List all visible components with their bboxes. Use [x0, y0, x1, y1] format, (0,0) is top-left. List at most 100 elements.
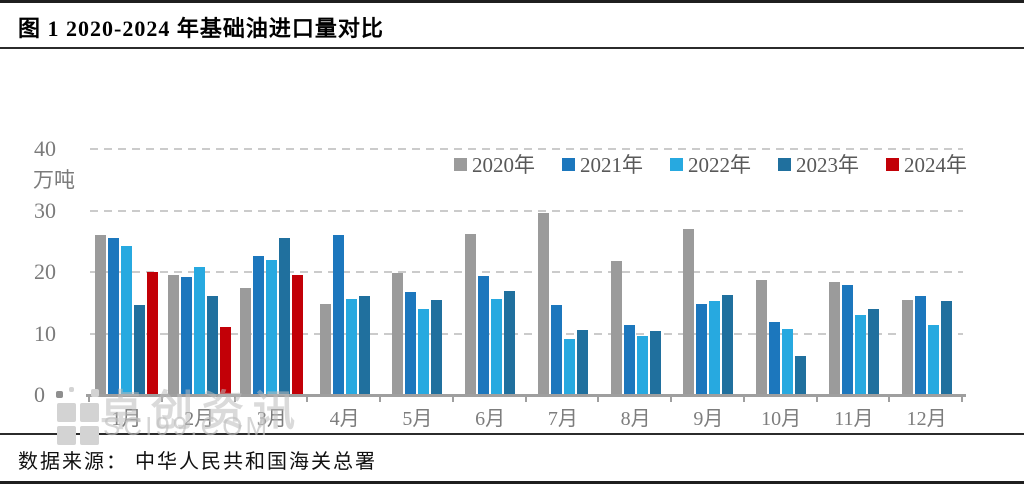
- bar-2020年-11月: [828, 282, 840, 394]
- bar-group-7月: [527, 149, 600, 394]
- bar-2022年-2月: [193, 267, 205, 394]
- bar-2023年-12月: [940, 301, 952, 394]
- y-axis-unit-label: 万吨: [33, 168, 75, 192]
- chart-title: 图 1 2020-2024 年基础油进口量对比: [18, 16, 384, 41]
- legend-label: 2021年: [580, 153, 643, 177]
- bar-2022年-3月: [266, 260, 278, 394]
- y-axis-tick-label: 30: [34, 197, 56, 223]
- bar-2023年-8月: [649, 331, 661, 394]
- bar-2023年-6月: [504, 291, 516, 394]
- legend-swatch-icon: [454, 157, 467, 171]
- x-axis-tick: [451, 396, 454, 402]
- bar-2022年-12月: [927, 325, 939, 394]
- legend-item-2020年: 2020年: [454, 149, 535, 179]
- bar-2023年-9月: [722, 295, 734, 394]
- legend-item-2022年: 2022年: [670, 149, 751, 179]
- x-axis-tick: [306, 396, 309, 402]
- legend: 2020年 2021年 2022年 2023年 2024年: [454, 149, 967, 179]
- x-axis-tick: [524, 396, 527, 402]
- bar-2022年-7月: [563, 339, 575, 394]
- bar-2022年-6月: [491, 299, 503, 394]
- y-axis-tick-label: 10: [34, 320, 56, 346]
- bar-2020年-3月: [240, 288, 252, 394]
- bar-2021年-12月: [914, 296, 926, 394]
- bar-2020年-8月: [610, 261, 622, 394]
- y-axis-tick-label: 40: [34, 136, 56, 161]
- gridline: [90, 271, 963, 273]
- bar-2021年-5月: [405, 292, 417, 394]
- x-axis-tick: [815, 396, 818, 402]
- gridline: [90, 332, 963, 335]
- bar-2023年-11月: [867, 309, 879, 394]
- x-axis-label-5月: 5月: [402, 408, 433, 430]
- bar-group-9月: [672, 149, 745, 394]
- bar-group-11月: [818, 149, 891, 394]
- x-axis-tick: [670, 396, 672, 402]
- legend-swatch-icon: [886, 157, 899, 171]
- bar-group-8月: [599, 149, 672, 394]
- bar-2021年-1月: [107, 238, 119, 394]
- x-axis-tick: [88, 396, 90, 402]
- bar-group-4月: [308, 149, 381, 394]
- bar-group-1月: [90, 149, 163, 394]
- chart-region: 40 30 20 10 0 万吨 1月 2月 3月 4月 5月 6月 7月 8月 9月 10月 11月 12月…: [0, 49, 1024, 445]
- x-axis-tick: [233, 396, 236, 402]
- bar-2023年-5月: [431, 300, 443, 394]
- bar-2020年-9月: [683, 229, 695, 394]
- bar-2022年-9月: [709, 301, 721, 394]
- bar-2021年-11月: [841, 285, 853, 394]
- bar-2020年-12月: [901, 300, 913, 394]
- bar-2023年-2月: [206, 296, 218, 394]
- gridline: [90, 148, 963, 150]
- x-axis-label-3月: 3月: [256, 408, 287, 430]
- bar-2020年-1月: [94, 235, 106, 394]
- legend-swatch-icon: [562, 157, 575, 171]
- bar-2020年-4月: [319, 304, 331, 394]
- x-axis-tick: [379, 396, 381, 402]
- x-axis-label-12月: 12月: [906, 408, 947, 430]
- legend-label: 2024年: [904, 153, 967, 177]
- legend-item-2021年: 2021年: [562, 149, 643, 179]
- legend-label: 2020年: [472, 153, 535, 177]
- x-axis-label-4月: 4月: [329, 408, 360, 430]
- bar-2021年-6月: [478, 276, 490, 394]
- bar-2023年-4月: [358, 296, 370, 394]
- bar-2020年-10月: [756, 280, 768, 394]
- bar-2022年-8月: [636, 336, 648, 394]
- bar-group-3月: [236, 149, 309, 394]
- bar-2023年-1月: [133, 305, 145, 394]
- x-axis-label-8月: 8月: [620, 408, 651, 430]
- bar-2024年-3月: [292, 275, 304, 394]
- bar-2022年-5月: [418, 309, 430, 394]
- bar-2021年-8月: [623, 325, 635, 394]
- legend-label: 2022年: [688, 153, 751, 177]
- bar-group-2月: [163, 149, 236, 394]
- bar-2021年-2月: [180, 277, 192, 394]
- bar-2020年-5月: [392, 273, 404, 394]
- data-source-text: 数据来源： 中华人民共和国海关总署: [18, 451, 377, 473]
- x-axis-tick: [597, 396, 600, 402]
- bar-group-6月: [454, 149, 527, 394]
- bar-2021年-3月: [253, 256, 265, 394]
- bar-2020年-2月: [167, 275, 179, 394]
- bar-2021年-9月: [696, 304, 708, 394]
- legend-item-2023年: 2023年: [778, 149, 859, 179]
- x-axis-tick: [160, 396, 163, 402]
- x-axis-label-7月: 7月: [547, 408, 578, 430]
- y-axis-tick-label: 0: [34, 382, 45, 407]
- bar-2022年-11月: [854, 315, 866, 394]
- bar-2022年-4月: [345, 299, 357, 394]
- legend-item-2024年: 2024年: [886, 149, 967, 179]
- x-axis-tick: [888, 396, 891, 402]
- bar-2021年-7月: [550, 305, 562, 394]
- legend-swatch-icon: [670, 157, 683, 171]
- bar-2022年-10月: [782, 329, 794, 394]
- x-axis-tick: [961, 396, 963, 402]
- bar-2024年-2月: [219, 327, 231, 394]
- bar-2021年-10月: [769, 322, 781, 394]
- legend-swatch-icon: [778, 157, 791, 171]
- x-axis-line: [86, 394, 966, 397]
- bar-2020年-7月: [537, 213, 549, 394]
- bar-2021年-4月: [332, 235, 344, 394]
